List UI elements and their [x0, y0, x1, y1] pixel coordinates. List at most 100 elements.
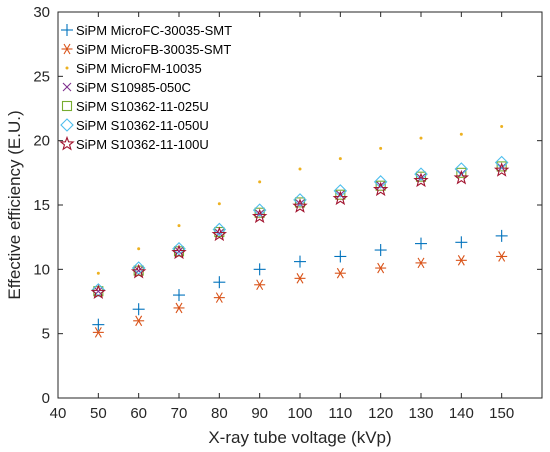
series-1: [92, 229, 508, 331]
data-point: [338, 157, 342, 161]
data-point: [92, 327, 104, 338]
data-point: [496, 161, 507, 172]
data-point: [253, 263, 266, 276]
data-point: [130, 263, 147, 279]
data-point: [91, 283, 106, 297]
data-point: [213, 292, 225, 303]
plot-area: [58, 12, 542, 398]
legend-item: SiPM S10362-11-100U: [59, 135, 209, 152]
y-tick-label: 20: [33, 133, 50, 150]
data-point: [171, 244, 187, 260]
legend-marker: [60, 118, 74, 132]
data-point: [132, 303, 145, 316]
data-point: [258, 180, 262, 184]
y-tick-label: 25: [33, 68, 50, 85]
legend-item: SiPM MicroFB-30035-SMT: [61, 42, 231, 57]
data-point: [375, 262, 387, 274]
data-point: [455, 236, 468, 249]
series-7: [90, 162, 510, 300]
data-point: [332, 190, 349, 206]
data-point: [292, 198, 308, 213]
data-point: [177, 224, 181, 228]
series-3: [96, 125, 504, 275]
data-point: [252, 203, 267, 217]
legend-marker: [65, 66, 69, 70]
data-point: [293, 193, 307, 207]
legend-label: SiPM MicroFM-10035: [76, 61, 202, 76]
x-tick-label: 80: [211, 405, 228, 422]
legend-label: SiPM MicroFC-30035-SMT: [76, 23, 232, 38]
x-tick-label: 120: [368, 405, 393, 422]
data-point: [373, 175, 388, 189]
data-point: [454, 162, 469, 176]
x-tick-label: 90: [251, 405, 268, 422]
data-point: [133, 315, 145, 327]
y-tick-label: 30: [33, 4, 50, 21]
x-tick-label: 140: [449, 405, 474, 422]
legend-marker: [61, 43, 73, 55]
legend-label: SiPM S10362-11-050U: [76, 118, 209, 133]
legend-marker: [61, 24, 73, 36]
y-tick-label: 10: [33, 261, 50, 278]
data-point: [414, 167, 428, 181]
x-tick-label: 60: [130, 405, 147, 422]
data-point: [376, 181, 386, 191]
data-point: [379, 146, 383, 150]
x-tick-label: 50: [90, 405, 107, 422]
data-point: [173, 302, 185, 314]
x-tick-label: 100: [287, 405, 312, 422]
legend-label: SiPM S10362-11-025U: [76, 99, 209, 114]
legend-label: SiPM S10985-050C: [76, 80, 191, 95]
data-point: [96, 271, 100, 275]
legend-label: SiPM S10362-11-100U: [76, 137, 209, 152]
data-point: [294, 197, 306, 208]
data-point: [334, 250, 347, 263]
data-point: [415, 237, 427, 250]
x-tick-label: 40: [50, 405, 67, 422]
data-point: [294, 273, 306, 284]
data-point: [254, 207, 265, 218]
data-point: [456, 167, 467, 178]
data-point: [298, 167, 302, 171]
legend-item: SiPM MicroFC-30035-SMT: [61, 23, 232, 38]
data-point: [500, 125, 504, 129]
data-point: [92, 318, 105, 331]
legend-item: SiPM S10985-050C: [62, 80, 191, 95]
series-2: [92, 251, 508, 338]
data-point: [415, 257, 427, 269]
data-point: [173, 289, 185, 302]
data-point: [415, 171, 427, 182]
x-axis-title: X-ray tube voltage (kVp): [208, 428, 391, 447]
legend-marker: [62, 82, 72, 92]
legend-label: SiPM MicroFB-30035-SMT: [76, 42, 231, 57]
data-point: [375, 180, 386, 191]
x-tick-label: 130: [408, 405, 433, 422]
data-point: [333, 184, 348, 198]
legend-marker: [61, 100, 73, 112]
data-point: [374, 244, 387, 257]
legend-item: SiPM S10362-11-050U: [60, 118, 209, 133]
data-point: [137, 247, 141, 251]
legend: SiPM MicroFC-30035-SMT SiPM MicroFB-30035…: [59, 23, 232, 152]
x-tick-label: 70: [171, 405, 188, 422]
data-point: [419, 136, 423, 140]
data-point: [495, 229, 508, 242]
x-tick-label: 110: [328, 405, 352, 422]
data-point: [211, 226, 228, 242]
data-point: [335, 190, 345, 200]
legend-item: SiPM MicroFM-10035: [65, 61, 202, 76]
data-point: [455, 255, 467, 266]
data-point: [294, 255, 306, 268]
legend-item: SiPM S10362-11-025U: [61, 99, 209, 114]
data-point: [496, 251, 508, 262]
data-point: [212, 222, 227, 237]
legend-marker: [59, 135, 75, 151]
y-tick-label: 5: [42, 326, 50, 343]
x-tick-label: 150: [489, 405, 514, 422]
data-point: [459, 132, 463, 136]
y-tick-label: 0: [42, 390, 50, 407]
data-point: [254, 279, 266, 291]
data-point: [453, 169, 470, 185]
y-axis-title: Effective efficiency (E.U.): [5, 110, 24, 299]
